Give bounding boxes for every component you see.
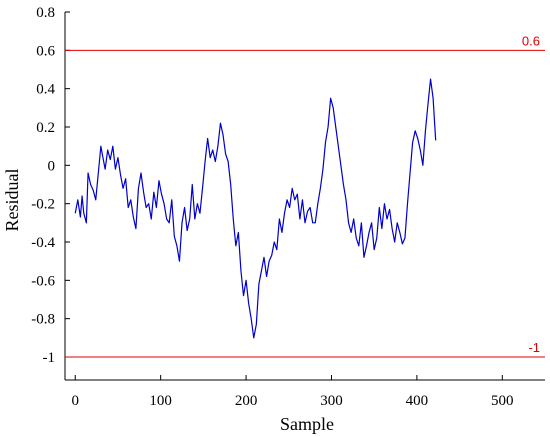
x-tick-label: 400	[406, 393, 429, 409]
series-layer	[74, 78, 437, 339]
x-tick-label: 100	[149, 393, 172, 409]
residual-series-line	[74, 78, 437, 339]
y-tick-label: -1	[43, 350, 56, 366]
y-tick-label: 0.4	[36, 82, 55, 98]
x-tick-label: 500	[491, 393, 514, 409]
y-tick-label: -0.8	[31, 312, 55, 328]
y-tick-label: -0.2	[31, 197, 55, 213]
tick-labels: -1 -0.8 -0.6 -0.4 -0.2 0 0.2 0.4 0.6 0.8 0 100 200 30…	[31, 5, 513, 409]
x-axis-title: Sample	[280, 414, 334, 434]
y-tick-label: 0.8	[36, 5, 55, 21]
y-axis-title: Residual	[2, 169, 22, 232]
x-tick-label: 0	[71, 393, 79, 409]
reference-line-label: -1	[528, 340, 540, 355]
y-tick-label: 0.6	[36, 43, 55, 59]
axes	[64, 11, 545, 381]
x-tick-label: 300	[320, 393, 343, 409]
reference-lines: 0.6 -1	[65, 33, 545, 358]
y-tick-label: 0	[48, 158, 56, 174]
x-tick-label: 200	[235, 393, 258, 409]
y-tick-label: -0.4	[31, 235, 55, 251]
reference-line-label: 0.6	[522, 33, 540, 48]
y-tick-label: 0.2	[36, 120, 55, 136]
y-tick-label: -0.6	[31, 273, 55, 289]
